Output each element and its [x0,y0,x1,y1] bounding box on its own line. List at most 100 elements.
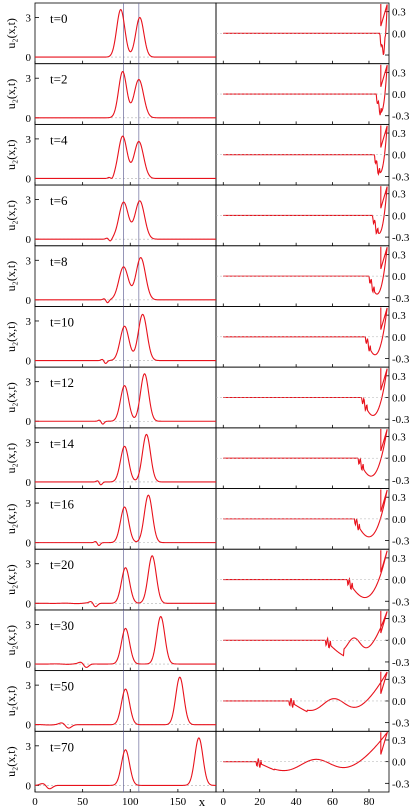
left-series-line [35,555,216,608]
right-ytick-label: 0.0 [392,271,406,283]
right-ytick-label: -0.3 [392,171,410,183]
left-ylabel: u₂(x,t) [4,746,18,777]
left-ylabel: u₂(x,t) [4,564,18,595]
left-ytick-label: 3 [26,437,32,449]
left-ytick-label: 3 [26,559,32,571]
left-xtick-label: 0 [32,796,38,808]
left-ylabel: u₂(x,t) [4,79,18,110]
right-ytick-label: 0.0 [392,453,406,465]
right-ytick-label: 0.3 [392,492,406,504]
right-ytick-label: -0.3 [392,232,410,244]
right-ytick-label: 0.0 [392,332,406,344]
right-ytick-label: 0.3 [392,310,406,322]
right-ytick-label: 0.0 [392,575,406,587]
left-ytick-label: 0 [26,780,32,792]
right-ytick-label: 0.3 [392,371,406,383]
left-series-line [35,256,216,304]
right-ytick-label: 0.0 [392,514,406,526]
right-ytick-label: -0.3 [392,718,410,730]
right-series-line [223,368,388,417]
time-label: t=2 [50,72,67,87]
right-ytick-label: -0.3 [392,596,410,608]
left-ytick-label: 0 [26,356,32,368]
right-xtick-label: 0 [221,796,227,808]
left-xlabel: x [199,794,206,808]
time-label: t=30 [50,618,74,633]
time-label: t=8 [50,254,67,269]
right-ytick-label: 0.3 [392,249,406,261]
left-series-line [35,200,216,242]
left-series-line [35,70,216,119]
left-ytick-label: 3 [26,680,32,692]
left-series-line [35,615,216,668]
left-ytick-label: 3 [26,377,32,389]
right-ytick-label: 0.0 [392,696,406,708]
left-series-line [35,8,216,58]
left-ytick-label: 3 [26,73,32,85]
time-label: t=0 [50,11,67,26]
left-series-line [35,135,216,180]
right-xtick-label: 40 [291,796,303,808]
left-ytick-label: 3 [26,619,32,631]
right-ytick-label: 0.0 [392,635,406,647]
right-series-line [223,428,388,477]
time-label: t=4 [50,132,68,147]
time-label: t=20 [50,557,74,572]
left-ylabel: u₂(x,t) [4,686,18,717]
right-series-line [223,4,388,56]
right-ytick-label: 0.0 [392,150,406,162]
right-xtick-label: 20 [254,796,266,808]
right-ytick-label: 0.3 [392,553,406,565]
left-ylabel: u₂(x,t) [4,322,18,353]
right-ytick-label: -0.3 [392,293,410,305]
left-ytick-label: 0 [26,173,32,185]
time-label: t=12 [50,375,74,390]
right-ytick-label: 0.3 [392,614,406,626]
right-ytick-label: -0.3 [392,536,410,548]
right-series-line [223,489,388,538]
right-series-line [223,186,388,235]
right-ytick-label: 0.3 [392,735,406,747]
left-xtick-label: 100 [122,796,139,808]
right-series-line [223,246,388,295]
left-ytick-label: 3 [26,741,32,753]
right-ytick-label: -0.3 [392,414,410,426]
left-ylabel: u₂(x,t) [4,443,18,474]
right-series-line [223,64,388,116]
right-ytick-label: -0.3 [392,111,410,123]
left-ylabel: u₂(x,t) [4,261,18,292]
left-ytick-label: 0 [26,720,32,732]
right-series-line [223,550,388,599]
right-ytick-label: 0.0 [392,210,406,222]
time-label: t=10 [50,314,74,329]
time-label: t=16 [50,497,74,512]
right-ytick-label: -0.3 [392,778,410,790]
left-ytick-label: 0 [26,416,32,428]
right-series-line [223,307,388,356]
right-ytick-label: 0.0 [392,393,406,405]
left-ytick-label: 0 [26,598,32,610]
right-ytick-label: 0.0 [392,28,406,40]
right-series-line [223,731,389,772]
left-ytick-label: 3 [26,316,32,328]
right-ytick-label: -0.3 [392,657,410,669]
right-ytick-label: 0.3 [392,7,406,19]
time-label: t=70 [50,739,74,754]
left-ylabel: u₂(x,t) [4,139,18,170]
right-series-line [223,671,388,713]
left-series-line [35,494,216,547]
left-ylabel: u₂(x,t) [4,382,18,413]
right-ytick-label: 0.3 [392,432,406,444]
left-ytick-label: 3 [26,195,32,207]
left-series-line [35,373,216,425]
left-ylabel: u₂(x,t) [4,625,18,656]
left-ytick-label: 0 [26,52,32,64]
left-ytick-label: 0 [26,477,32,489]
right-series-line [223,610,388,657]
left-ytick-label: 0 [26,113,32,125]
right-ytick-label: 0.3 [392,189,406,201]
right-ytick-label: 0.3 [392,67,406,79]
left-ytick-label: 3 [26,134,32,146]
left-ytick-label: 3 [26,13,32,25]
